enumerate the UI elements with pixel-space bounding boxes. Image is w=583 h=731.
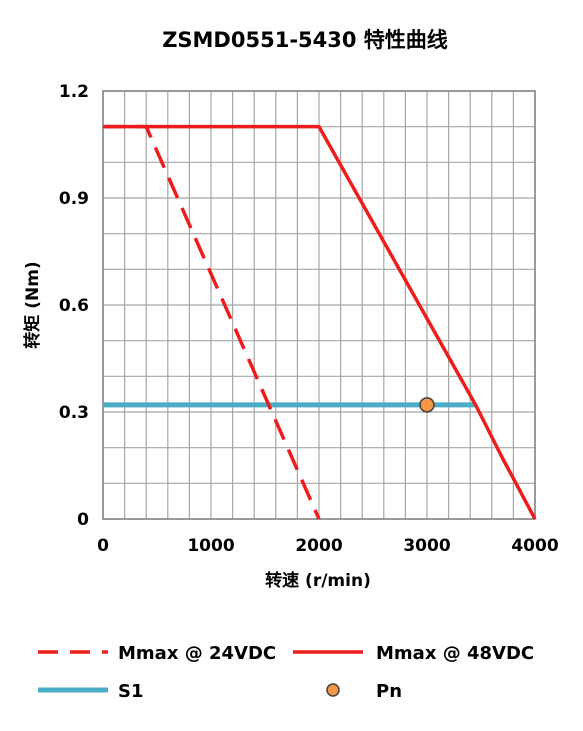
series-layer [103,124,537,520]
series-mmax-48vdc-line [103,124,537,520]
x-tick-label: 2000 [295,536,342,556]
legend-pn-marker [326,683,340,697]
legend: Mmax @ 24VDC Mmax @ 48VDC S1 Pn [38,643,534,702]
x-tick-label: 4000 [511,536,558,556]
grid [102,90,536,520]
y-tick-label: 0 [77,510,89,530]
y-axis-label: 转矩 (Nm) [22,261,43,348]
legend-mmax-48vdc-label: Mmax @ 48VDC [376,643,534,664]
legend-pn-label: Pn [376,681,402,702]
x-tick-label: 3000 [403,536,450,556]
chart-title: ZSMD0551-5430 特性曲线 [162,28,448,52]
y-tick-label: 0.3 [59,403,89,423]
x-tick-label: 1000 [187,536,234,556]
legend-s1-label: S1 [118,681,144,702]
series-mmax-24vdc-line [103,124,321,520]
tick-labels: 0 1000 2000 3000 4000 0 0.3 0.6 0.9 1.2 [59,82,559,556]
legend-mmax-24vdc-label: Mmax @ 24VDC [118,643,276,664]
x-tick-label: 0 [97,536,109,556]
series-pn-marker [419,397,435,413]
y-tick-label: 0.9 [59,189,89,209]
x-axis-label: 转速 (r/min) [265,570,371,591]
y-tick-label: 0.6 [59,296,89,316]
y-tick-label: 1.2 [59,82,89,102]
